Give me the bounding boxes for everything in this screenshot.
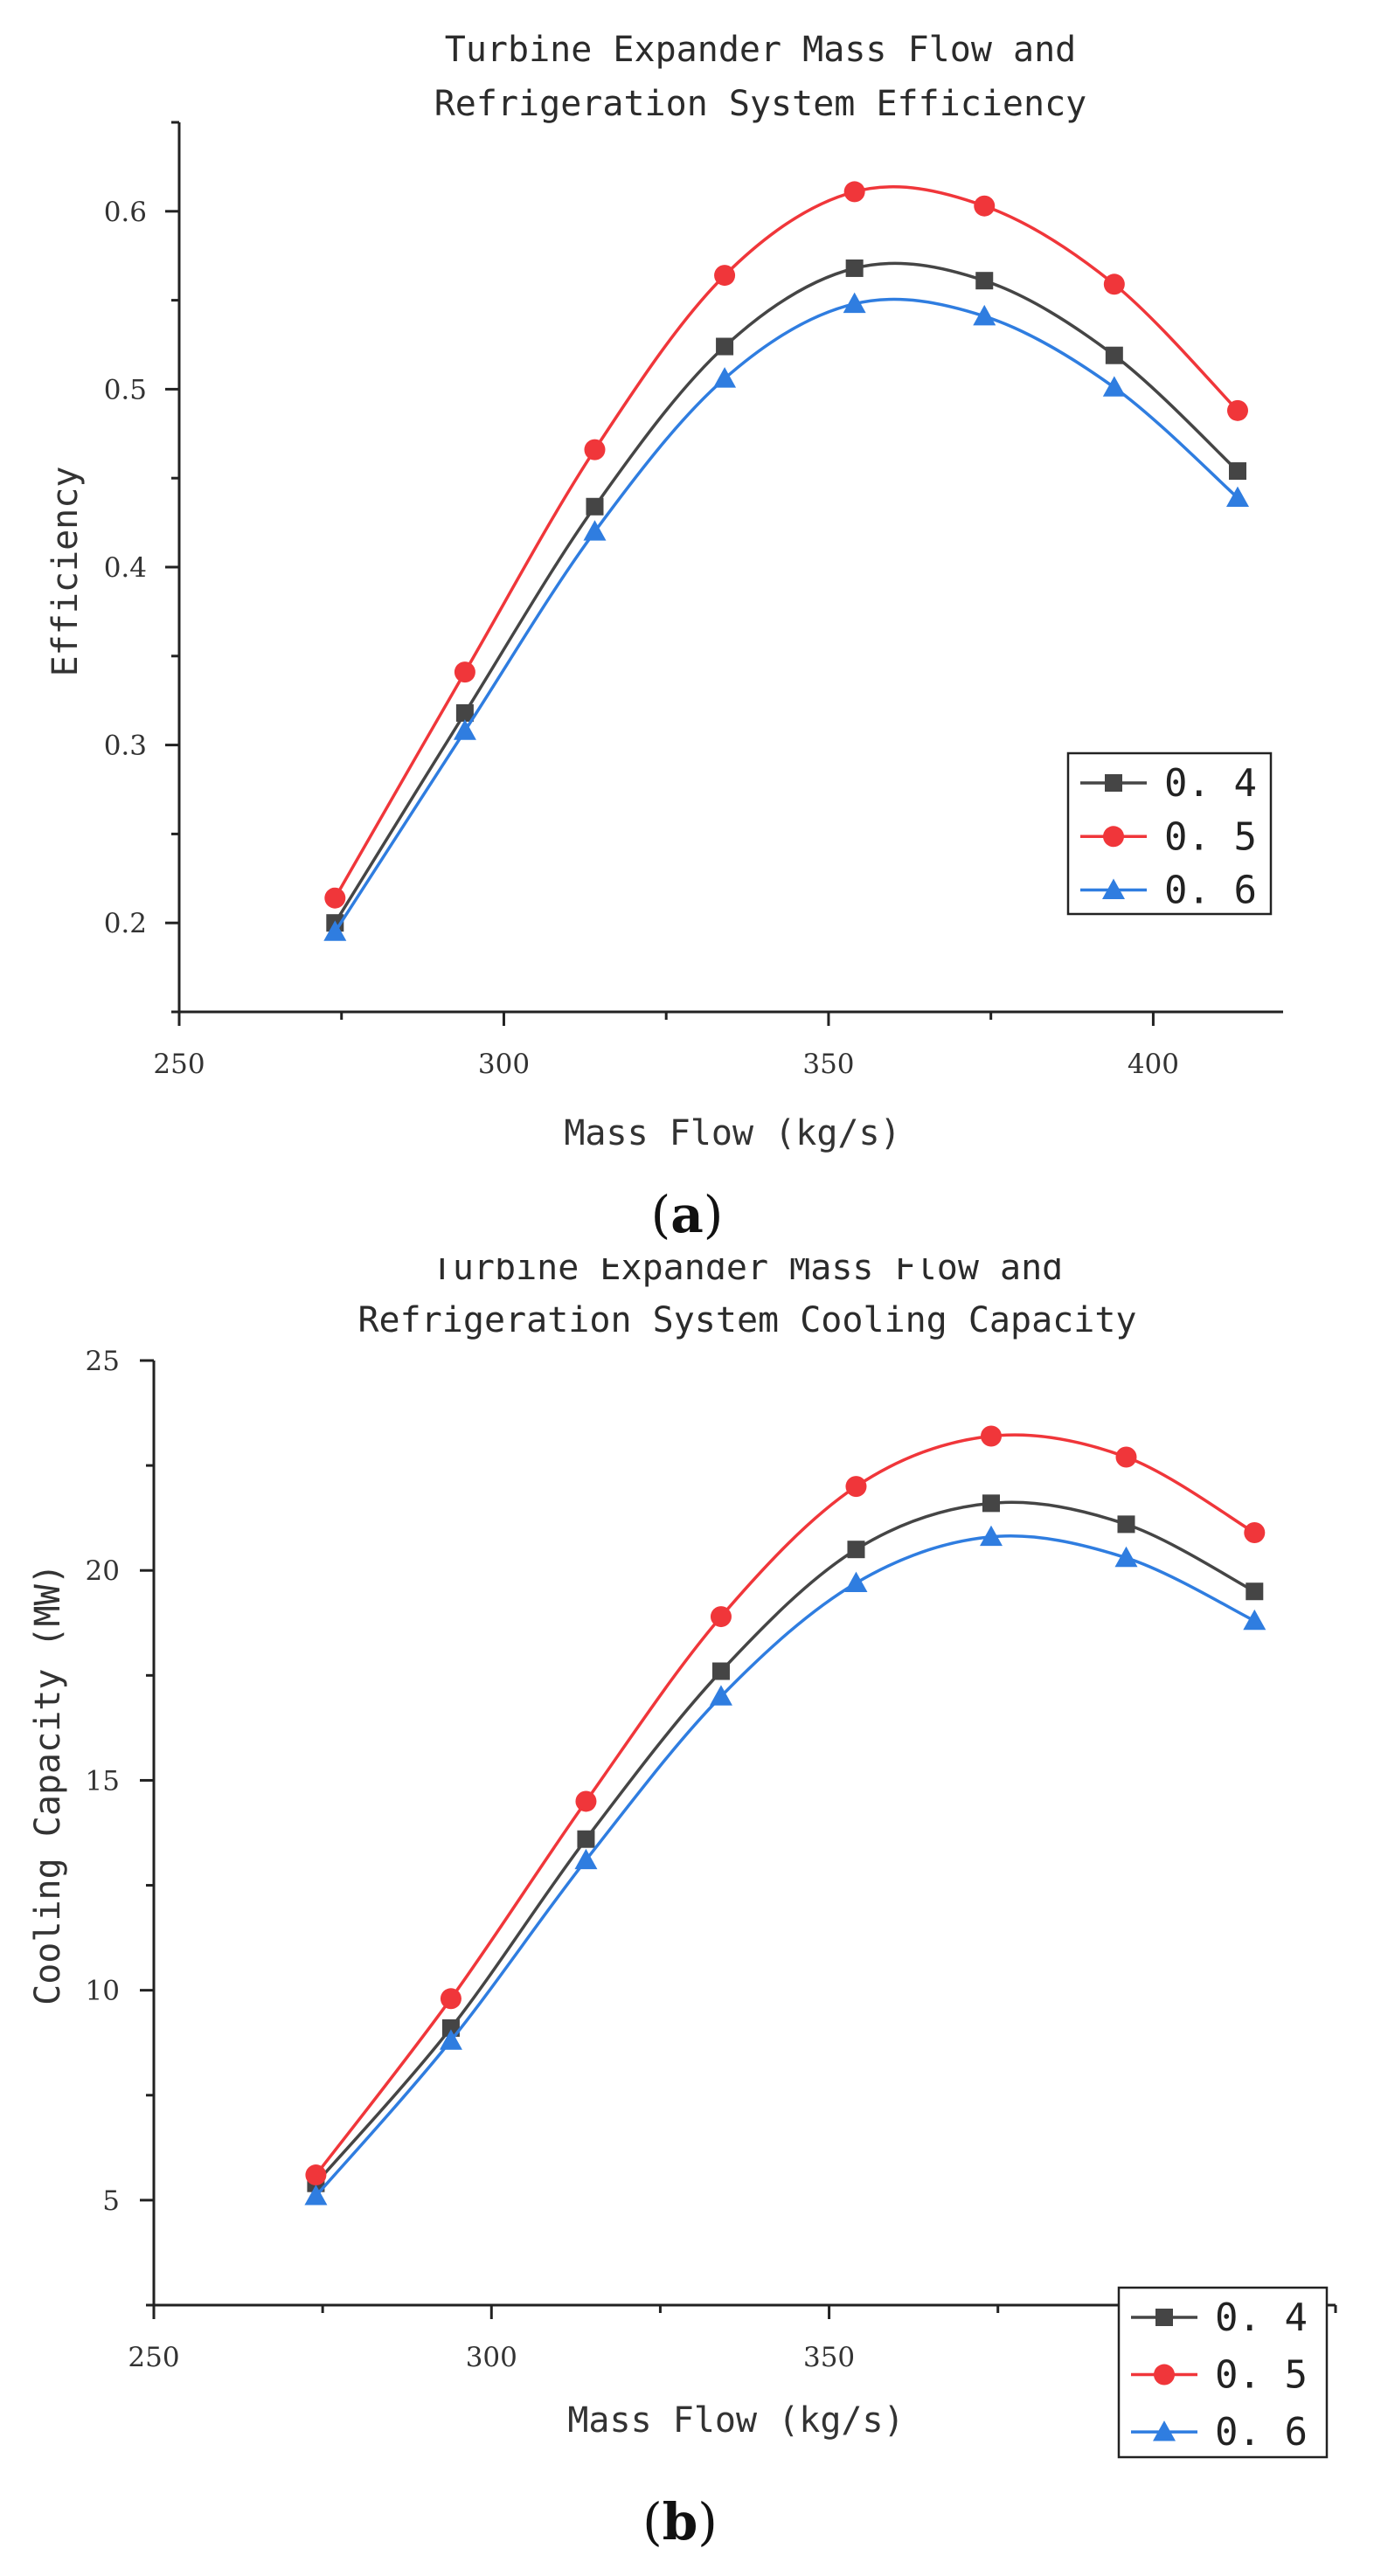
data-point-0.4 — [577, 1830, 595, 1848]
chart-title-line-1: Turbine Expander Mass Flow and — [445, 30, 1076, 70]
data-point-0.5 — [575, 1790, 597, 1812]
plot-area: 250 300 350 400 0.2 0.3 0.4 0.5 0.6 0. 4 0. 5 0. 6 — [104, 121, 1283, 1080]
x-tick-label: 250 — [128, 2342, 179, 2373]
legend-label: 0. 6 — [1164, 869, 1257, 913]
data-point-0.5 — [305, 2164, 327, 2186]
data-point-0.4 — [845, 259, 864, 277]
y-axis-label: Efficiency — [45, 467, 86, 677]
data-point-0.6 — [713, 367, 737, 388]
data-point-0.4 — [847, 1541, 865, 1559]
x-tick-label: 250 — [153, 1049, 205, 1080]
chart-efficiency: Turbine Expander Mass Flow and Refrigera… — [45, 30, 1283, 1244]
y-tick-label: 5 — [102, 2185, 120, 2217]
legend: 0. 4 0. 5 0. 6 — [1117, 2286, 1329, 2459]
legend-label: 0. 5 — [1164, 814, 1257, 859]
data-point-0.6 — [583, 520, 607, 541]
panel-label: (a) — [651, 1185, 724, 1244]
data-point-0.5 — [714, 265, 736, 287]
panel-label-letter: b — [663, 2492, 698, 2552]
series-line-0.5 — [315, 1433, 1256, 2177]
chart-title-line-1: Turbine Expander Mass Flow and — [432, 1258, 1063, 1288]
legend-swatch-marker — [1103, 826, 1124, 848]
y-tick-label: 0.4 — [104, 552, 147, 584]
legend-label: 0. 4 — [1164, 761, 1257, 806]
x-axis-label: Mass Flow (kg/s) — [564, 1113, 900, 1153]
data-point-0.4 — [586, 497, 604, 516]
data-point-0.5 — [1103, 274, 1125, 295]
x-tick-label: 350 — [802, 1049, 854, 1080]
legend-label: 0. 6 — [1215, 2410, 1308, 2455]
data-point-0.6 — [1243, 1609, 1266, 1631]
legend: 0. 4 0. 5 0. 6 — [1066, 751, 1273, 916]
data-point-0.4 — [1246, 1582, 1264, 1601]
data-point-0.5 — [1226, 399, 1248, 421]
data-point-0.6 — [304, 2185, 328, 2206]
y-tick-label: 10 — [86, 1976, 120, 2007]
chart-title-line-2: Refrigeration System Cooling Capacity — [357, 1300, 1136, 1340]
data-point-0.4 — [1228, 462, 1246, 481]
data-point-0.6 — [1225, 486, 1249, 507]
panel-label-letter: a — [670, 1185, 704, 1244]
data-point-0.4 — [711, 1662, 730, 1680]
legend-swatch-marker — [1155, 2309, 1173, 2326]
data-point-0.4 — [716, 337, 734, 356]
data-point-0.5 — [454, 661, 475, 683]
data-point-0.6 — [979, 1525, 1003, 1547]
series-line-0.4 — [315, 1500, 1256, 2185]
legend-swatch-marker — [1154, 2364, 1175, 2386]
data-point-0.5 — [845, 1476, 867, 1498]
y-tick-label: 0.6 — [104, 197, 147, 228]
data-point-0.5 — [324, 887, 346, 909]
y-tick-label: 0.3 — [104, 731, 147, 762]
data-point-0.5 — [584, 439, 606, 460]
data-point-0.4 — [1117, 1515, 1135, 1534]
data-point-0.4 — [982, 1494, 1000, 1513]
y-tick-label: 25 — [86, 1346, 120, 1377]
data-point-0.6 — [574, 1848, 598, 1870]
data-point-0.5 — [843, 181, 865, 203]
data-point-0.6 — [1114, 1546, 1138, 1568]
chart-title-line-2: Refrigeration System Efficiency — [434, 84, 1087, 124]
data-point-0.6 — [453, 719, 476, 740]
data-point-0.5 — [974, 195, 996, 217]
plot-area: 2503003504005101520250. 40. 50. 6 — [86, 1346, 1337, 2459]
legend-swatch-marker — [1105, 774, 1122, 792]
data-point-0.6 — [1102, 376, 1126, 397]
series-line-0.6 — [315, 1534, 1256, 2198]
y-tick-label: 15 — [86, 1765, 120, 1797]
legend-label: 0. 4 — [1215, 2296, 1308, 2340]
data-point-0.4 — [441, 2019, 460, 2037]
data-point-0.5 — [440, 1988, 461, 2010]
x-tick-label: 300 — [478, 1049, 530, 1080]
legend-swatch-marker — [1102, 878, 1125, 899]
x-axis-label: Mass Flow (kg/s) — [567, 2400, 904, 2441]
chart-cooling-capacity: Turbine Expander Mass Flow and Refrigera… — [28, 1258, 1337, 2552]
data-point-0.6 — [323, 920, 347, 941]
data-point-0.5 — [1115, 1446, 1137, 1468]
y-axis-label: Cooling Capacity (MW) — [28, 1563, 68, 2005]
data-point-0.6 — [973, 304, 996, 326]
legend-label: 0. 5 — [1215, 2353, 1308, 2398]
panel-label: (b) — [642, 2492, 718, 2552]
y-tick-label: 0.2 — [104, 908, 147, 939]
data-point-0.5 — [1244, 1521, 1266, 1543]
data-point-0.5 — [980, 1425, 1002, 1447]
data-point-0.5 — [710, 1606, 732, 1628]
data-point-0.4 — [455, 703, 474, 722]
data-point-0.6 — [844, 1571, 868, 1593]
data-point-0.6 — [709, 1685, 732, 1706]
x-tick-label: 300 — [466, 2342, 517, 2373]
x-tick-label: 400 — [1128, 1049, 1179, 1080]
data-point-0.6 — [439, 2029, 462, 2050]
data-point-0.4 — [1105, 346, 1123, 364]
legend-swatch-marker — [1153, 2420, 1176, 2441]
y-tick-label: 20 — [86, 1555, 120, 1587]
data-point-0.6 — [843, 292, 866, 314]
legend-box — [1066, 751, 1273, 916]
x-tick-label: 350 — [803, 2342, 855, 2373]
y-tick-label: 0.5 — [104, 374, 147, 405]
data-point-0.4 — [975, 272, 994, 290]
